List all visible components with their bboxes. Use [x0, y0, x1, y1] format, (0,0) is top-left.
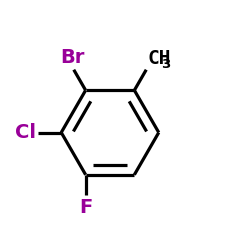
Text: F: F [79, 198, 92, 217]
Text: CH: CH [148, 50, 171, 68]
Text: Br: Br [60, 48, 85, 67]
Text: Cl: Cl [14, 123, 36, 142]
Text: 3: 3 [162, 58, 171, 71]
